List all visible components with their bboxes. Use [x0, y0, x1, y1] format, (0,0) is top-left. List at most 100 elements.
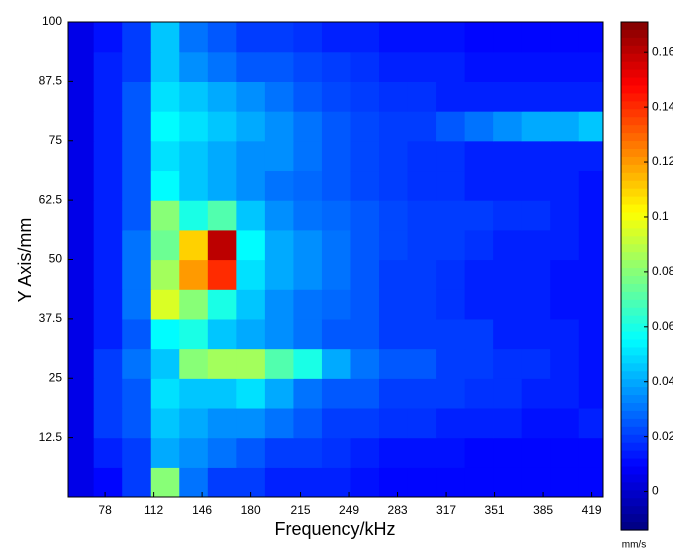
heatmap-cell — [236, 318, 266, 350]
heatmap-cell — [68, 407, 95, 439]
heatmap-cell — [321, 200, 352, 231]
heatmap-cell — [179, 289, 209, 320]
heatmap-cell — [578, 229, 603, 261]
heatmap-cell — [350, 259, 380, 290]
heatmap-cell — [521, 81, 551, 112]
colorbar-swatch — [621, 490, 648, 499]
colorbar-swatch — [621, 125, 648, 134]
y-tick-label: 12.5 — [39, 430, 63, 444]
colorbar-swatch — [621, 45, 648, 55]
heatmap-cell — [407, 407, 437, 439]
heatmap-cell — [493, 407, 523, 439]
heatmap-cell — [350, 22, 380, 53]
heatmap-cell — [464, 467, 494, 497]
colorbar-swatch — [621, 466, 648, 476]
colorbar-tick-label: 0.06 — [652, 319, 673, 333]
colorbar-swatch — [621, 418, 648, 428]
heatmap-cell — [379, 111, 409, 142]
heatmap-cell — [293, 378, 323, 409]
heatmap-cell — [150, 229, 180, 261]
heatmap-cell — [550, 200, 580, 231]
heatmap-cell — [464, 111, 494, 142]
colorbar-swatch — [621, 283, 648, 293]
heatmap-cell — [578, 111, 603, 142]
heatmap-cell — [464, 170, 494, 201]
heatmap-cell — [321, 437, 352, 468]
x-tick-label: 385 — [533, 503, 553, 517]
heatmap-cell — [293, 229, 323, 261]
heatmap-cell — [578, 200, 603, 231]
heatmap-cell — [521, 437, 551, 468]
heatmap-cell — [264, 437, 295, 468]
heatmap-cell — [521, 407, 551, 439]
heatmap-cell — [207, 229, 237, 261]
heatmap-cell — [436, 437, 466, 468]
x-tick-label: 419 — [582, 503, 602, 517]
heatmap-cell — [264, 289, 295, 320]
heatmap-cell — [436, 259, 466, 290]
heatmap-cell — [550, 289, 580, 320]
heatmap-cell — [93, 140, 123, 172]
heatmap-cell — [179, 111, 209, 142]
colorbar-swatch — [621, 149, 648, 158]
colorbar-swatch — [621, 426, 648, 436]
colorbar-tick-label: 0.12 — [652, 154, 673, 168]
colorbar-swatch — [621, 244, 648, 253]
heatmap-cell — [521, 378, 551, 409]
x-tick-label: 283 — [388, 503, 408, 517]
heatmap-cell — [207, 348, 237, 379]
heatmap-cell — [150, 467, 180, 497]
heatmap-cell — [407, 22, 437, 53]
heatmap-cell — [578, 140, 603, 172]
x-tick-label: 180 — [241, 503, 261, 517]
heatmap-cell — [93, 407, 123, 439]
x-tick-label: 112 — [144, 503, 163, 517]
heatmap-cell — [150, 407, 180, 439]
heatmap-cell — [493, 467, 523, 497]
colorbar-swatch — [621, 133, 648, 142]
colorbar-swatch — [621, 101, 648, 110]
heatmap-cell — [122, 51, 152, 82]
heatmap-cell — [407, 111, 437, 142]
heatmap-cell — [521, 467, 551, 497]
heatmap-cell — [578, 81, 603, 112]
colorbar-swatch — [621, 410, 648, 420]
heatmap-cell — [464, 407, 494, 439]
heatmap-cell — [550, 348, 580, 379]
heatmap-cell — [407, 289, 437, 320]
heatmap-cell — [93, 170, 123, 201]
colorbar-tick-label: 0.04 — [652, 374, 673, 388]
heatmap-cell — [464, 318, 494, 350]
heatmap-cell — [578, 378, 603, 409]
heatmap-cell — [407, 348, 437, 379]
heatmap-cell — [236, 51, 266, 82]
heatmap-cell — [264, 407, 295, 439]
heatmap-cell — [68, 348, 95, 379]
heatmap-cell — [550, 170, 580, 201]
colorbar-swatch — [621, 85, 648, 95]
heatmap-cell — [379, 378, 409, 409]
colorbar-swatch — [621, 355, 648, 364]
heatmap-cell — [493, 200, 523, 231]
heatmap-cell — [578, 289, 603, 320]
heatmap-cell — [68, 170, 95, 201]
heatmap-cell — [321, 22, 352, 53]
heatmap-cell — [521, 229, 551, 261]
heatmap-cell — [207, 407, 237, 439]
heatmap-cell — [236, 22, 266, 53]
heatmap-cell — [293, 348, 323, 379]
heatmap-cell — [236, 437, 266, 468]
heatmap-cell — [179, 437, 209, 468]
heatmap-cell — [264, 378, 295, 409]
heatmap-cell — [493, 437, 523, 468]
heatmap-cell — [436, 200, 466, 231]
heatmap-cell — [464, 437, 494, 468]
x-tick-label: 78 — [98, 503, 112, 517]
heatmap — [68, 22, 603, 497]
heatmap-cell — [207, 318, 237, 350]
heatmap-cell — [436, 378, 466, 409]
y-axis-label: Y Axis/mm — [15, 218, 35, 303]
heatmap-cell — [264, 111, 295, 142]
colorbar-swatch — [621, 204, 648, 214]
y-tick-label: 87.5 — [39, 74, 63, 88]
